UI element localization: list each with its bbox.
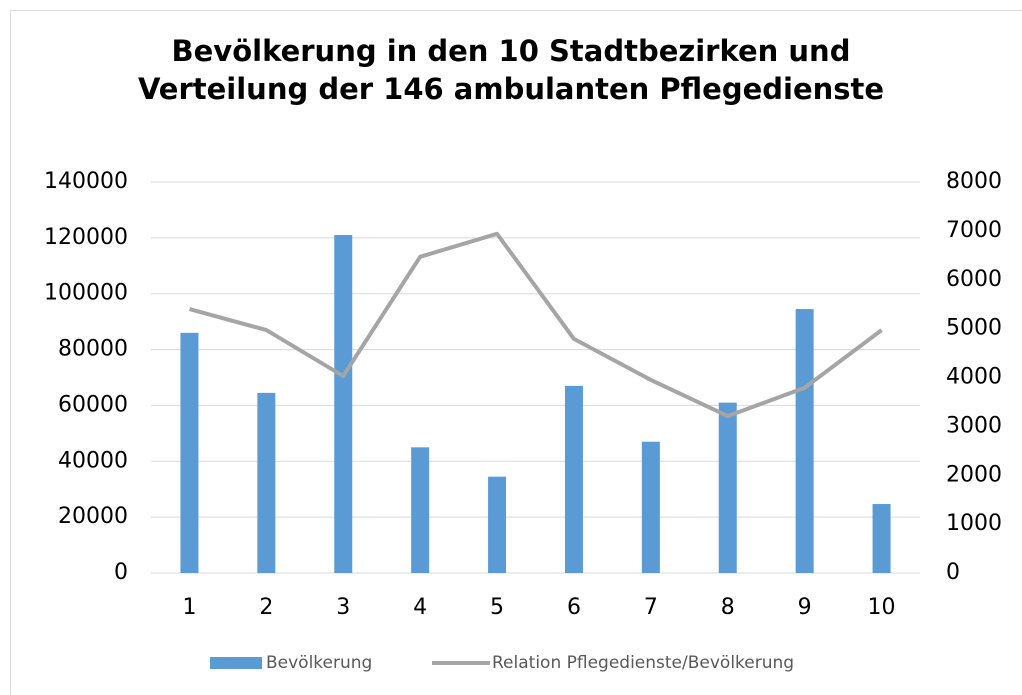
y2-tick-label: 3000: [946, 413, 1002, 438]
x-tick-label: 5: [490, 595, 504, 620]
y2-tick-label: 6000: [946, 267, 1002, 292]
y-tick-label: 20000: [58, 504, 128, 529]
x-tick-label: 10: [868, 595, 896, 620]
bar: [718, 402, 737, 573]
bar: [334, 235, 353, 574]
y-tick-label: 0: [114, 560, 128, 585]
bar: [257, 392, 276, 573]
x-tick-label: 4: [413, 595, 427, 620]
x-tick-label: 9: [798, 595, 812, 620]
bar: [641, 441, 660, 573]
y-tick-label: 100000: [44, 281, 128, 306]
x-tick-label: 1: [182, 595, 196, 620]
x-tick-label: 8: [721, 595, 735, 620]
y2-tick-label: 2000: [946, 462, 1002, 487]
bar: [564, 385, 583, 573]
y2-tick-label: 0: [946, 560, 960, 585]
x-tick-label: 7: [644, 595, 658, 620]
x-tick-label: 2: [259, 595, 273, 620]
line: [188, 231, 883, 419]
y-tick-label: 40000: [58, 448, 128, 473]
legend-label: Relation Pflegedienste/Bevölkerung: [492, 653, 794, 673]
bar: [180, 332, 199, 573]
y2-tick-label: 4000: [946, 365, 1002, 390]
bar: [872, 504, 891, 573]
y2-tick-label: 8000: [946, 169, 1002, 194]
y-tick-label: 120000: [44, 225, 128, 250]
legend-swatch: [210, 657, 262, 669]
y-tick-label: 140000: [44, 169, 128, 194]
y2-tick-label: 5000: [946, 316, 1002, 341]
y2-tick-label: 7000: [946, 218, 1002, 243]
x-tick-label: 6: [567, 595, 581, 620]
x-tick-label: 3: [336, 595, 350, 620]
chart-title: Bevölkerung in den 10 Stadtbezirken und …: [137, 34, 885, 106]
legend-label: Bevölkerung: [266, 653, 372, 673]
y-tick-label: 80000: [58, 337, 128, 362]
y2-tick-label: 1000: [946, 511, 1002, 536]
bar: [795, 309, 814, 573]
bar: [411, 447, 430, 573]
bar: [488, 476, 507, 573]
y-tick-label: 60000: [58, 392, 128, 417]
chart-border: [10, 10, 1022, 695]
